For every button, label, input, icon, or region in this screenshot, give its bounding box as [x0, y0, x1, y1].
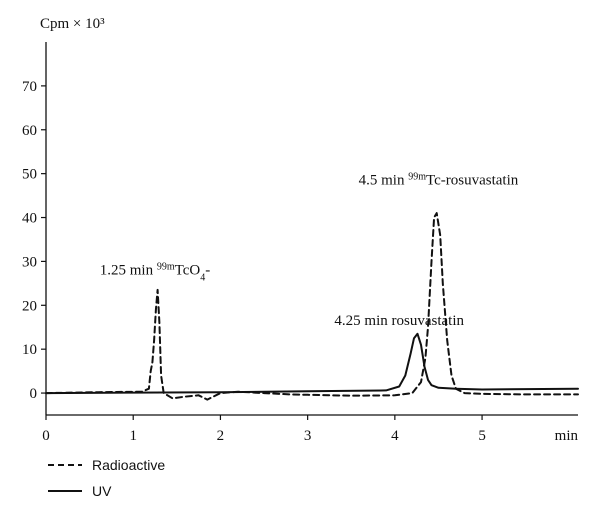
series-line-radioactive	[45, 212, 579, 401]
legend: Radioactive UV	[48, 457, 165, 499]
series-layer	[45, 212, 579, 401]
series-line-uv	[45, 332, 579, 395]
annotation-layer: 1.25 min 99mTcO4- 4.25 min rosuvastatin 4.…	[100, 171, 519, 329]
legend-label-radioactive: Radioactive	[92, 457, 165, 473]
x-axis-label: min	[555, 428, 579, 444]
peak-annotation-2: 4.25 min rosuvastatin	[334, 313, 464, 329]
y-tick-label-60: 60	[22, 123, 37, 139]
x-tick-label-1: 1	[129, 428, 137, 444]
x-tick-label-4: 4	[391, 428, 399, 444]
y-tick-label-50: 50	[22, 167, 37, 183]
y-tick-label-40: 40	[22, 211, 37, 227]
x-ticks: 0 1 2 3 4 5	[42, 415, 486, 444]
y-axis-label: Cpm × 10³	[40, 16, 105, 32]
legend-label-uv: UV	[92, 483, 112, 499]
y-ticks: 0 10 20 30 40 50 60 70	[22, 79, 46, 402]
x-tick-label-3: 3	[304, 428, 312, 444]
x-tick-label-2: 2	[217, 428, 225, 444]
x-tick-label-5: 5	[478, 428, 486, 444]
x-tick-label-0: 0	[42, 428, 50, 444]
y-tick-label-20: 20	[22, 298, 37, 314]
peak-annotation-3: 4.5 min 99mTc-rosuvastatin	[359, 171, 519, 189]
y-tick-label-30: 30	[22, 254, 37, 270]
peak-annotation-1: 1.25 min 99mTcO4-	[100, 261, 210, 283]
y-tick-label-70: 70	[22, 79, 37, 95]
y-tick-label-0: 0	[30, 386, 38, 402]
y-tick-label-10: 10	[22, 342, 37, 358]
